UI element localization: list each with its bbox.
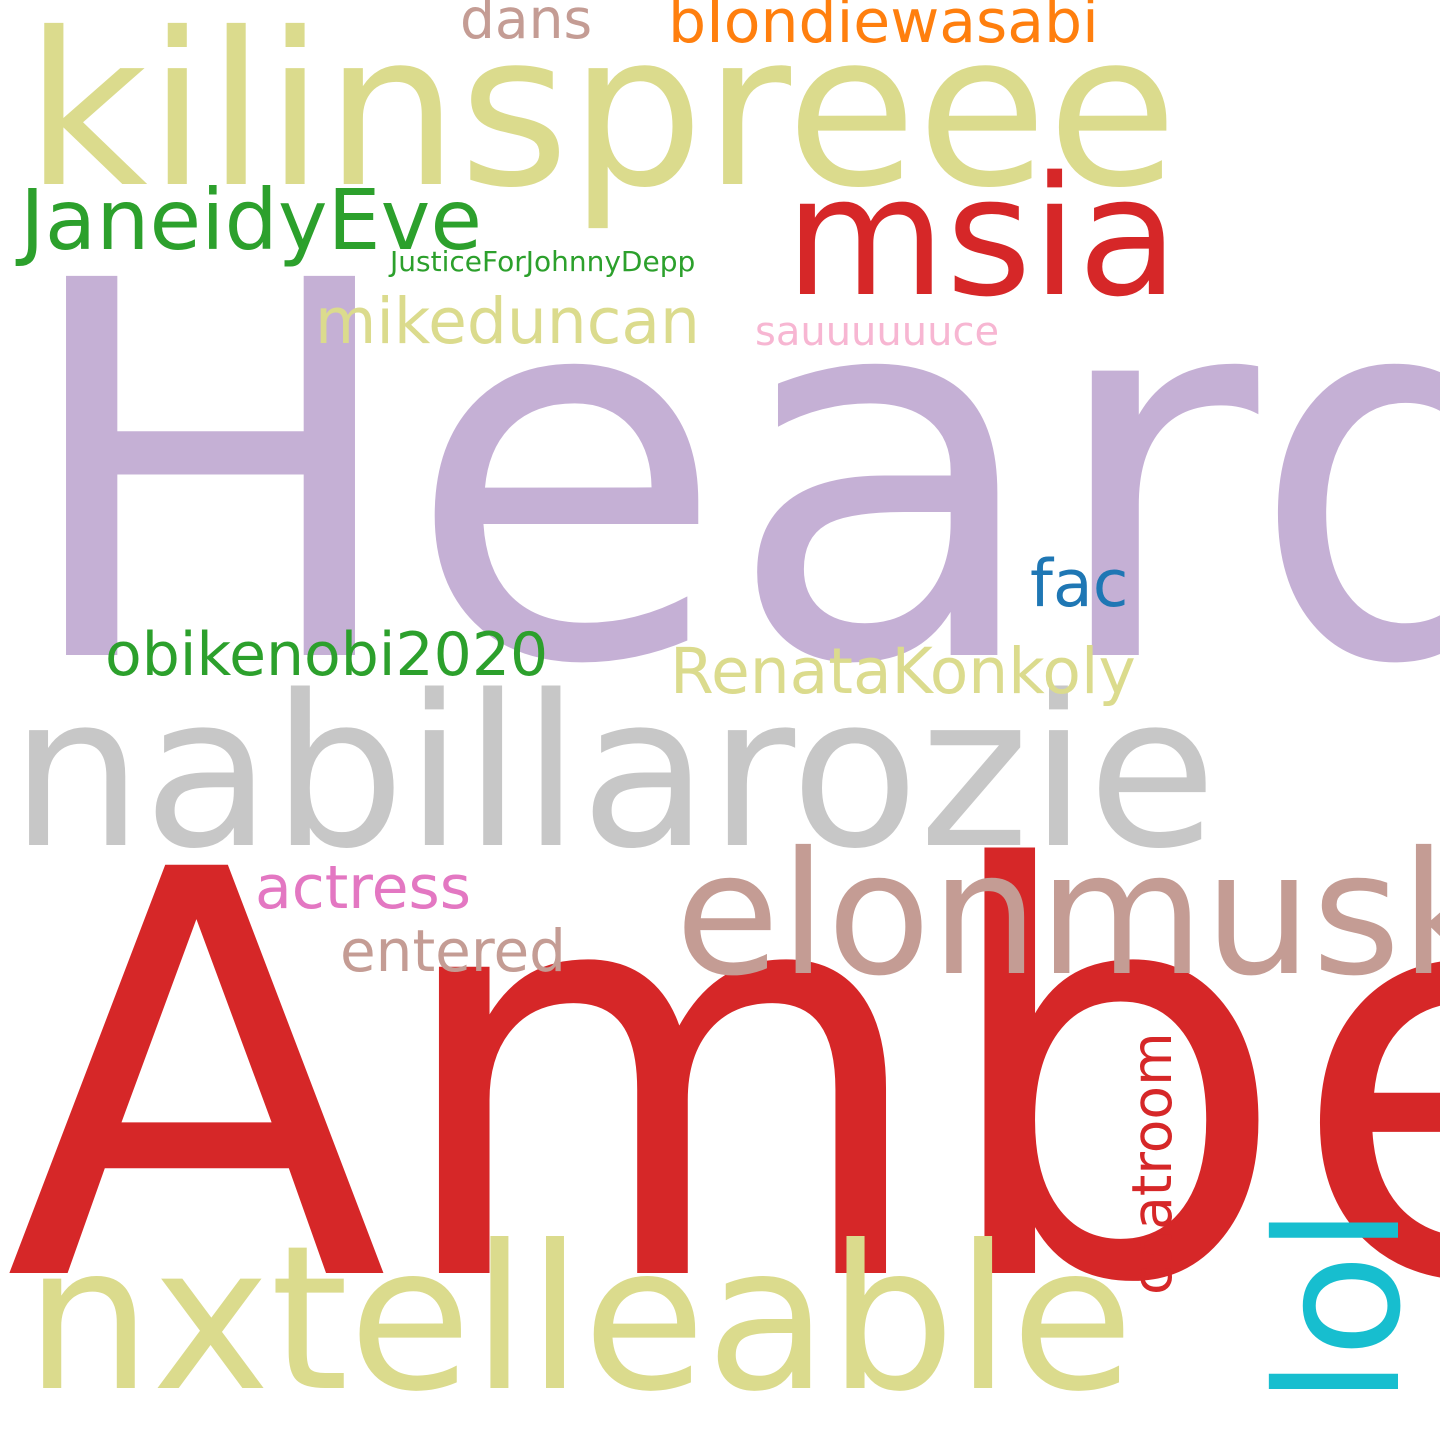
word-actress: actress xyxy=(255,853,472,923)
word-entered: entered xyxy=(340,917,566,985)
word-dans: dans xyxy=(460,0,593,51)
word-chatroom: chatroom xyxy=(1120,1032,1184,1295)
word-heard: Heard xyxy=(15,172,1440,778)
word-lol: lol xyxy=(1241,1206,1439,1405)
word-biondiewasabi: bIondiewasabi xyxy=(668,0,1099,57)
word-mikeduncan: mikeduncan xyxy=(315,285,700,358)
word-obikenobi2020: obikenobi2020 xyxy=(105,620,549,690)
word-nabillarozie: nabillarozie xyxy=(10,650,1217,895)
word-justiceforjohnnydepp: JusticeForJohnnyDepp xyxy=(390,245,696,278)
word-elonmusk: elonmusk xyxy=(675,816,1440,1014)
word-kilinspreee: kilinspreee xyxy=(25,0,1178,234)
word-amber: Amber xyxy=(5,754,1440,1406)
word-msia: msia xyxy=(785,141,1179,333)
word-fac: fac xyxy=(1030,547,1129,622)
word-renatakonkoly: RenataKonkoly xyxy=(670,635,1136,708)
word-janeidyeve: JaneidyEve xyxy=(20,171,482,269)
word-nxtelleable: nxtelleable xyxy=(25,1203,1134,1436)
word-sauuuuuuce: sauuuuuuce xyxy=(755,309,1000,355)
